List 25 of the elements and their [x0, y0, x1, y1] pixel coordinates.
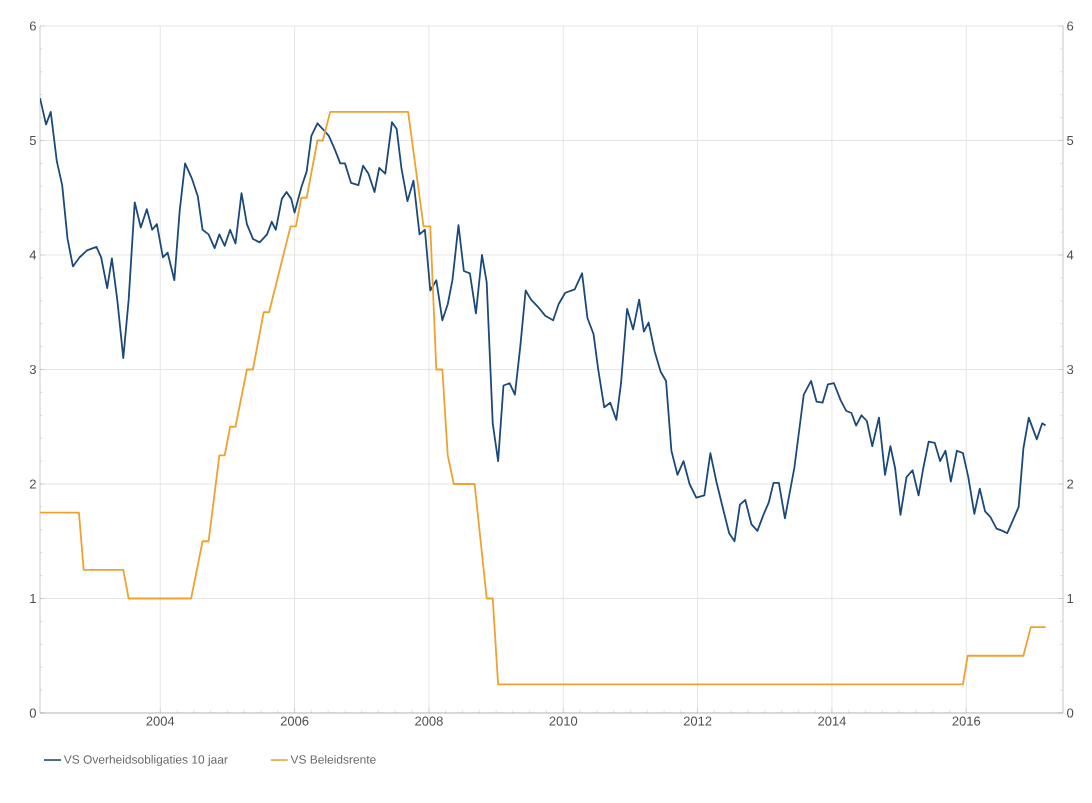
y-tick-label: 0 — [29, 708, 36, 718]
y-tick-label: 1 — [30, 594, 36, 603]
legend-label: VS Overheidsobligaties 10 jaar — [63, 754, 228, 767]
x-tick-label: 2010 — [549, 716, 578, 726]
x-tick-label: 2016 — [952, 716, 981, 726]
y-tick-label: 3 — [29, 364, 36, 375]
y-tick-label: 4 — [29, 250, 37, 260]
y-tick-label: 6 — [29, 21, 36, 31]
y-tick-label: 2 — [29, 479, 36, 489]
y2-tick-label: 6 — [1067, 21, 1074, 31]
x-tick-label: 2004 — [146, 716, 175, 726]
legend-label: VS Beleidsrente — [290, 754, 376, 764]
y-tick-label: 5 — [29, 135, 36, 145]
y2-tick-label: 3 — [1067, 364, 1074, 375]
x-tick-label: 2014 — [818, 716, 846, 726]
y2-tick-label: 2 — [1067, 479, 1074, 489]
x-tick-label: 2012 — [683, 716, 712, 726]
y2-tick-label: 1 — [1067, 594, 1074, 603]
y2-tick-label: 5 — [1067, 135, 1074, 145]
y2-tick-label: 4 — [1066, 250, 1074, 260]
line-series — [40, 97, 1047, 543]
y2-tick-label: 0 — [1067, 708, 1074, 718]
x-tick-label: 2008 — [415, 716, 443, 726]
x-tick-label: 2006 — [280, 716, 309, 726]
line-series — [40, 110, 1047, 686]
